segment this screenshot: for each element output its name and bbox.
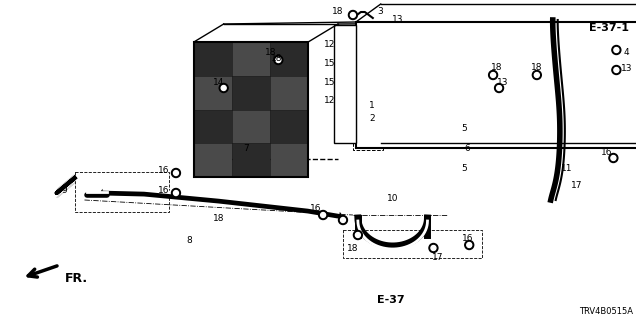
- Circle shape: [497, 85, 502, 91]
- Circle shape: [431, 245, 436, 251]
- Text: 16: 16: [310, 204, 322, 212]
- Bar: [194, 109, 232, 143]
- Text: 13: 13: [392, 14, 403, 23]
- Text: TRV4B0515A: TRV4B0515A: [579, 308, 634, 316]
- Circle shape: [221, 85, 226, 91]
- Circle shape: [172, 188, 180, 197]
- Circle shape: [495, 84, 504, 92]
- Text: 18: 18: [332, 6, 344, 15]
- Text: FR.: FR.: [65, 271, 88, 284]
- Bar: [270, 42, 308, 76]
- Circle shape: [172, 169, 180, 178]
- Text: 15: 15: [324, 59, 336, 68]
- Circle shape: [351, 12, 355, 18]
- Text: 13: 13: [621, 63, 632, 73]
- Text: 5: 5: [461, 124, 467, 132]
- Bar: [232, 109, 270, 143]
- Circle shape: [276, 58, 281, 62]
- Text: 18: 18: [271, 53, 282, 62]
- Text: 18: 18: [531, 62, 543, 71]
- Circle shape: [319, 211, 328, 220]
- Bar: [356, 22, 640, 148]
- Text: 17: 17: [431, 253, 443, 262]
- Circle shape: [609, 154, 618, 163]
- Text: 14: 14: [213, 77, 225, 86]
- Bar: [343, 230, 482, 258]
- Bar: [194, 42, 232, 76]
- Bar: [194, 143, 232, 177]
- Bar: [270, 76, 308, 109]
- Text: 18: 18: [213, 213, 225, 222]
- Text: 16: 16: [158, 186, 170, 195]
- Circle shape: [339, 215, 348, 225]
- Circle shape: [353, 230, 362, 239]
- Circle shape: [491, 73, 495, 77]
- Text: 18: 18: [492, 62, 503, 71]
- Bar: [334, 25, 356, 143]
- Text: 8: 8: [186, 236, 192, 244]
- Text: 7: 7: [244, 143, 250, 153]
- Circle shape: [467, 243, 472, 247]
- Circle shape: [274, 55, 283, 65]
- Circle shape: [355, 233, 360, 237]
- Text: 16: 16: [158, 165, 170, 174]
- Text: 11: 11: [561, 164, 572, 172]
- Text: 13: 13: [497, 77, 509, 86]
- Bar: [353, 90, 383, 150]
- Circle shape: [532, 70, 541, 79]
- Bar: [270, 109, 308, 143]
- Text: 16: 16: [461, 234, 473, 243]
- Text: 1: 1: [369, 100, 374, 109]
- Text: 9: 9: [61, 186, 67, 195]
- Circle shape: [429, 244, 438, 252]
- Text: E-37-1: E-37-1: [589, 23, 628, 33]
- Circle shape: [614, 47, 619, 52]
- Circle shape: [534, 73, 540, 77]
- Text: 3: 3: [377, 6, 383, 15]
- Text: 6: 6: [465, 143, 470, 153]
- Circle shape: [340, 218, 346, 222]
- Text: 18: 18: [265, 47, 276, 57]
- Text: 12: 12: [324, 39, 336, 49]
- Text: 5: 5: [461, 164, 467, 172]
- Text: E-37: E-37: [377, 295, 404, 305]
- Circle shape: [173, 171, 179, 175]
- Circle shape: [220, 84, 228, 92]
- Circle shape: [611, 156, 616, 161]
- Bar: [232, 76, 270, 109]
- Circle shape: [173, 190, 179, 196]
- Bar: [232, 143, 270, 177]
- Text: 2: 2: [369, 114, 374, 123]
- Bar: [194, 42, 308, 177]
- Bar: [270, 143, 308, 177]
- Circle shape: [465, 241, 474, 250]
- Text: 17: 17: [571, 180, 582, 189]
- Circle shape: [321, 212, 326, 218]
- Text: 18: 18: [347, 244, 358, 252]
- Bar: [75, 172, 169, 212]
- Text: 10: 10: [387, 194, 399, 203]
- Circle shape: [612, 66, 621, 75]
- Bar: [194, 76, 232, 109]
- Text: 4: 4: [623, 47, 629, 57]
- Circle shape: [614, 68, 619, 73]
- Circle shape: [612, 45, 621, 54]
- Text: 15: 15: [324, 77, 336, 86]
- Bar: [232, 42, 270, 76]
- Text: 16: 16: [601, 148, 612, 156]
- Circle shape: [488, 70, 497, 79]
- Text: 12: 12: [324, 95, 336, 105]
- Circle shape: [348, 11, 357, 20]
